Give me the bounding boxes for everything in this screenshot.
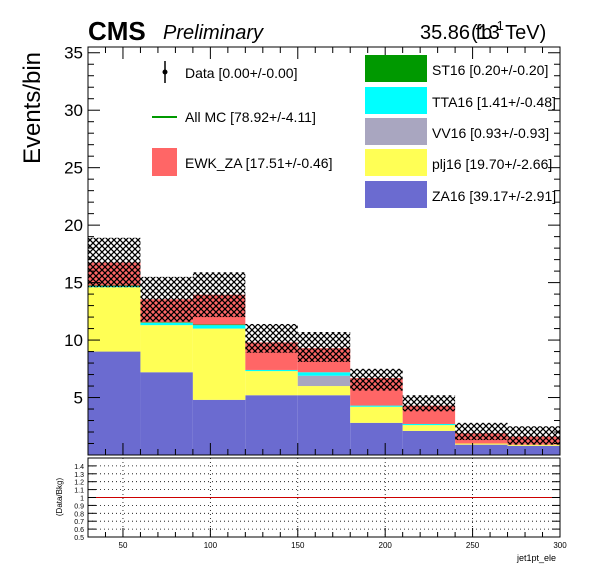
- stack-bar-za16-bin-6: [402, 430, 456, 455]
- stack-bar-za16-bin-3: [245, 395, 298, 455]
- ratio-x-tick-label: 250: [466, 541, 480, 550]
- mc-uncertainty-band-bin-4: [297, 332, 351, 362]
- energy-label: (13 TeV): [471, 22, 546, 44]
- ratio-x-tick-label: 200: [379, 541, 393, 550]
- stack-bar-tta16-bin-5: [350, 405, 403, 407]
- stack-bar-tta16-bin-3: [245, 369, 298, 372]
- stack-bar-tta16-bin-6: [402, 423, 456, 426]
- stack-bar-plj16-bin-6: [402, 425, 456, 431]
- stack-bar-plj16-bin-1: [140, 325, 193, 373]
- stack-bar-za16-bin-7: [455, 444, 508, 455]
- stack-bar-plj16-bin-7: [455, 443, 508, 445]
- y-tick-label: 35: [64, 44, 83, 63]
- mc-uncertainty-band-bin-3: [245, 323, 298, 353]
- legend-tta16-label: TTA16 [1.41+/-0.48]: [432, 94, 556, 110]
- x-axis-title: jet1pt_ele: [516, 553, 556, 563]
- stack-bar-plj16-bin-8: [507, 444, 560, 446]
- y-tick-label: 5: [74, 389, 83, 408]
- ratio-x-tick-label: 300: [553, 541, 567, 550]
- mc-uncertainty-band-bin-7: [455, 422, 508, 441]
- ratio-y-axis-title: (Data/Bkg): [55, 478, 64, 517]
- stack-bar-plj16-bin-0: [88, 287, 141, 352]
- legend: Data [0.00+/-0.00] All MC [78.92+/-4.11] E…: [152, 55, 556, 208]
- legend-st16-label: ST16 [0.20+/-0.20]: [432, 62, 548, 78]
- legend-st16-swatch: [365, 55, 427, 82]
- ratio-y-tick-label: 1.2: [74, 480, 84, 487]
- legend-za16-swatch: [365, 181, 427, 208]
- lumi-value: 35.86 fb: [420, 22, 492, 44]
- stack-bar-za16-bin-8: [507, 445, 560, 455]
- ratio-y-tick-label: 1.1: [74, 488, 84, 495]
- stack-bar-tta16-bin-1: [140, 322, 193, 326]
- stack-bar-tta16-bin-4: [297, 372, 351, 376]
- legend-za16-label: ZA16 [39.17+/-2.91]: [432, 188, 556, 204]
- mc-uncertainty-band-bin-2: [192, 272, 246, 318]
- stack-bar-st16-bin-1: [140, 322, 193, 323]
- stack-bar-st16-bin-2: [192, 324, 246, 326]
- mc-uncertainty-band-bin-0: [88, 237, 141, 288]
- lumi-label: 35.86 fb-1: [420, 18, 504, 44]
- ratio-y-tick-label: 1.3: [74, 472, 84, 479]
- ratio-plot-panel: 0.50.60.70.80.911.11.21.31.4 50 100 150 200 2…: [55, 457, 567, 563]
- legend-allmc-label: All MC [78.92+/-4.11]: [185, 109, 316, 125]
- stack-bar-plj16-bin-5: [350, 406, 403, 423]
- legend-plj16-swatch: [365, 149, 427, 176]
- mc-uncertainty-band-bin-5: [350, 368, 403, 391]
- mc-uncertainty-band-bin-8: [507, 426, 560, 445]
- legend-plj16-label: plj16 [19.70+/-2.66]: [432, 156, 552, 172]
- legend-data-label: Data [0.00+/-0.00]: [185, 65, 297, 81]
- mc-uncertainty-band-bin-6: [402, 395, 456, 412]
- stack-bar-plj16-bin-3: [245, 371, 298, 396]
- stack-bar-vv16-bin-4: [297, 375, 351, 387]
- ratio-y-tick-label: 0.7: [74, 519, 84, 526]
- main-plot-panel: 5 10 15 20 25 30 35 Events/bin: [19, 44, 561, 456]
- status-label: Preliminary: [163, 22, 264, 44]
- y-tick-label: 20: [64, 216, 83, 235]
- y-tick-label: 10: [64, 331, 83, 350]
- ratio-x-tick-label: 100: [204, 541, 218, 550]
- ratio-x-tick-label: 50: [119, 541, 128, 550]
- lumi-exponent: -1: [492, 18, 504, 33]
- legend-ewkza-label: EWK_ZA [17.51+/-0.46]: [185, 155, 332, 171]
- ratio-x-tick-label: 150: [291, 541, 305, 550]
- stack-bar-plj16-bin-4: [297, 386, 351, 396]
- ratio-y-tick-label: 0.9: [74, 503, 84, 510]
- stack-bar-za16-bin-0: [88, 351, 141, 455]
- ratio-y-tick-label: 0.6: [74, 527, 84, 534]
- experiment-label: CMS: [88, 16, 146, 46]
- stack-bar-plj16-bin-2: [192, 328, 246, 400]
- stack-bar-za16-bin-5: [350, 422, 403, 455]
- legend-vv16-swatch: [365, 118, 427, 145]
- mc-uncertainty-band-bin-1: [140, 276, 193, 322]
- y-tick-label: 15: [64, 274, 83, 293]
- y-tick-label: 25: [64, 159, 83, 178]
- legend-data-marker: [162, 69, 168, 75]
- legend-vv16-label: VV16 [0.93+/-0.93]: [432, 125, 549, 141]
- ratio-y-tick-label: 0.5: [74, 535, 84, 542]
- stack-bar-za16-bin-1: [140, 372, 193, 455]
- main-frame: [87, 46, 561, 456]
- y-axis-title: Events/bin: [19, 52, 46, 164]
- stack-bar-za16-bin-4: [297, 395, 351, 455]
- y-tick-label: 30: [64, 101, 83, 120]
- stack-bar-za16-bin-2: [192, 399, 246, 455]
- legend-tta16-swatch: [365, 87, 427, 114]
- ratio-y-tick-label: 0.8: [74, 511, 84, 518]
- ratio-y-tick-label: 1.4: [74, 464, 84, 471]
- stack-bar-tta16-bin-2: [192, 325, 246, 329]
- ratio-y-tick-label: 1: [80, 496, 84, 503]
- legend-ewkza-swatch: [152, 148, 177, 176]
